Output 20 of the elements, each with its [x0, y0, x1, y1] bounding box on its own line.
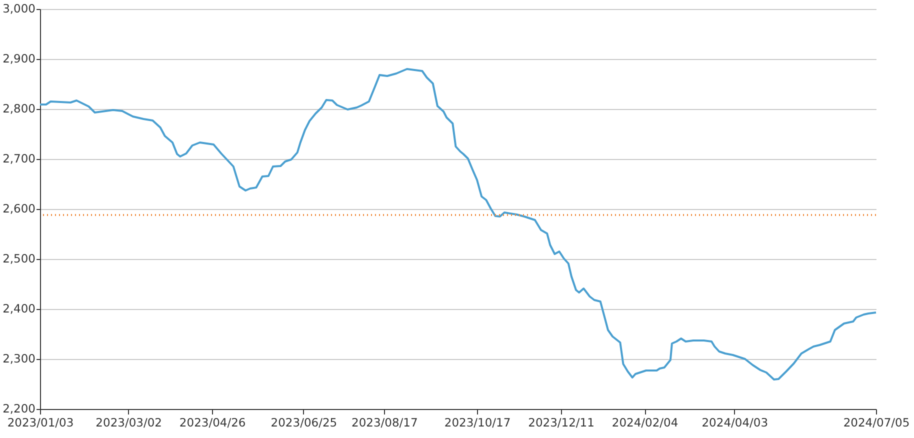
x-tick-label: 2023/12/11 [528, 416, 594, 430]
y-tick-label: 2,800 [2, 102, 36, 116]
y-tick-label: 2,700 [2, 152, 36, 166]
x-tick-label: 2023/03/02 [96, 416, 162, 430]
x-tick-label: 2023/04/26 [179, 416, 246, 430]
x-tick-label: 2024/02/04 [612, 416, 678, 430]
x-tick-label: 2023/08/17 [351, 416, 418, 430]
x-tick-label: 2023/01/03 [7, 416, 74, 430]
y-tick-label: 2,500 [2, 252, 36, 266]
y-tick-label: 3,000 [2, 2, 36, 16]
y-tick-label: 2,600 [2, 202, 36, 216]
x-tick-label: 2024/04/03 [702, 416, 768, 430]
line-series [39, 68, 877, 380]
x-tick-label: 2024/07/05 [843, 416, 910, 430]
y-tick-label: 2,900 [2, 52, 36, 66]
y-tick-label: 2,400 [2, 302, 36, 316]
x-tick-label: 2023/06/25 [270, 416, 338, 430]
x-tick-label: 2023/10/17 [444, 416, 511, 430]
y-tick-label: 2,200 [2, 402, 36, 416]
y-tick-label: 2,300 [2, 352, 36, 366]
